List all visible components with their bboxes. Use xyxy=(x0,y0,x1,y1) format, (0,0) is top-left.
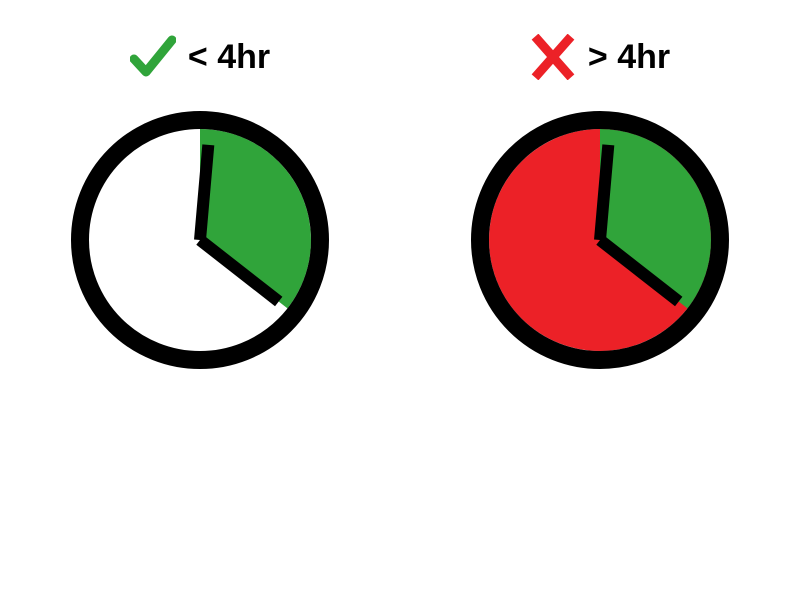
right-panel: > 4hr xyxy=(400,0,800,600)
cross-icon xyxy=(530,34,576,80)
left-legend-label: < 4hr xyxy=(188,38,270,77)
infographic: < 4hr > 4hr xyxy=(0,0,800,600)
right-legend-label: > 4hr xyxy=(588,38,670,77)
left-panel: < 4hr xyxy=(0,0,400,600)
right-clock xyxy=(470,110,730,370)
right-legend: > 4hr xyxy=(530,34,670,80)
left-legend: < 4hr xyxy=(130,34,270,80)
left-clock xyxy=(70,110,330,370)
check-icon xyxy=(130,34,176,80)
